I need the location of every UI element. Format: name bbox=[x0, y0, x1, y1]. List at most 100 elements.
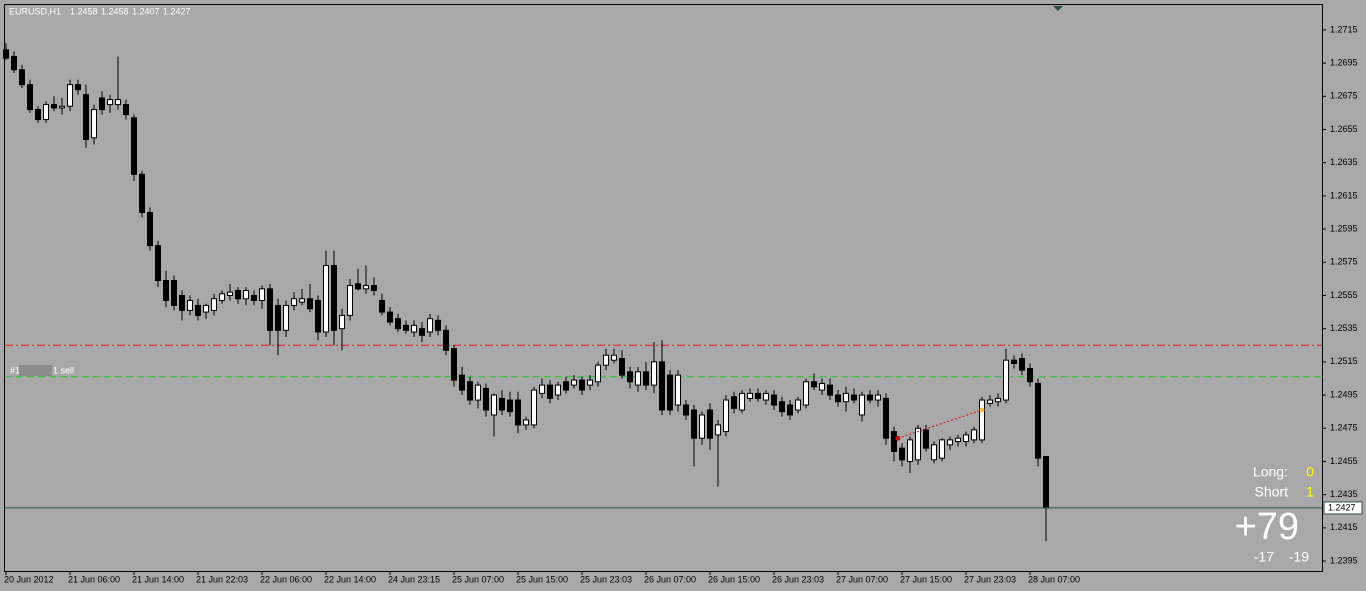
candle-body bbox=[635, 371, 641, 386]
candle-body bbox=[603, 354, 609, 366]
short-value: 1 bbox=[1306, 484, 1314, 500]
y-tick-label: 1.2595 bbox=[1330, 223, 1358, 233]
candle-body bbox=[115, 99, 121, 106]
candle-body bbox=[147, 211, 153, 247]
redaction bbox=[19, 365, 52, 376]
candle-body bbox=[267, 288, 273, 331]
candle-body bbox=[27, 84, 33, 111]
candle-body bbox=[211, 298, 217, 311]
candle-body bbox=[75, 84, 81, 91]
candle-body bbox=[435, 319, 441, 331]
candle-body bbox=[491, 394, 497, 416]
symbol-label: EURUSD,H1 bbox=[9, 6, 61, 16]
candle-body bbox=[803, 381, 809, 406]
candle-body bbox=[651, 361, 657, 386]
y-tick-label: 1.2555 bbox=[1330, 290, 1358, 300]
candle-body bbox=[155, 245, 161, 282]
candle-body bbox=[987, 399, 993, 404]
candle-body bbox=[907, 439, 913, 462]
candle-body bbox=[939, 439, 945, 459]
candle-body bbox=[811, 381, 817, 388]
candle-body bbox=[1035, 382, 1041, 459]
candle-body bbox=[619, 358, 625, 376]
candle-body bbox=[715, 424, 721, 436]
candle-body bbox=[339, 314, 345, 330]
candle-body bbox=[763, 392, 769, 401]
x-tick-label: 22 Jun 14:00 bbox=[324, 574, 376, 584]
candle-body bbox=[675, 374, 681, 406]
header-low: 1.2407 bbox=[132, 6, 160, 16]
candle-body bbox=[387, 311, 393, 323]
candle-body bbox=[427, 318, 433, 333]
candle-body bbox=[179, 294, 185, 311]
y-tick-label: 1.2435 bbox=[1330, 489, 1358, 499]
candle-body bbox=[875, 394, 881, 401]
header-high: 1.2458 bbox=[101, 6, 129, 16]
candle-body bbox=[515, 399, 521, 426]
order-label-prefix: #1 bbox=[10, 365, 20, 375]
y-tick-label: 1.2455 bbox=[1330, 456, 1358, 466]
candle-body bbox=[643, 371, 649, 386]
candle-body bbox=[251, 294, 257, 301]
candle-body bbox=[595, 364, 601, 383]
x-tick-label: 21 Jun 22:03 bbox=[196, 574, 248, 584]
x-tick-label: 21 Jun 06:00 bbox=[68, 574, 120, 584]
candle-body bbox=[187, 299, 193, 311]
candle-body bbox=[1019, 358, 1025, 371]
candle-body bbox=[483, 387, 489, 411]
candle-body bbox=[683, 404, 689, 416]
order-label-suffix: 1 sell bbox=[53, 365, 74, 375]
candle-body bbox=[283, 304, 289, 331]
long-value: 0 bbox=[1306, 464, 1314, 480]
candle-body bbox=[539, 384, 545, 394]
candle-body bbox=[827, 384, 833, 396]
candle-body bbox=[35, 109, 41, 121]
candle-body bbox=[507, 399, 513, 413]
candle-body bbox=[555, 384, 561, 396]
y-tick-label: 1.2535 bbox=[1330, 323, 1358, 333]
y-tick-label: 1.2615 bbox=[1330, 190, 1358, 200]
trade-line bbox=[897, 409, 983, 439]
candle-body bbox=[275, 304, 281, 331]
x-tick-label: 24 Jun 23:15 bbox=[388, 574, 440, 584]
candle-body bbox=[235, 289, 241, 300]
y-tick-label: 1.2495 bbox=[1330, 389, 1358, 399]
candle-body bbox=[755, 392, 761, 399]
candle-body bbox=[131, 117, 137, 175]
candle-body bbox=[355, 283, 361, 290]
price-tag-label: 1.2427 bbox=[1328, 502, 1356, 512]
candle-body bbox=[579, 379, 585, 391]
right-value: -19 bbox=[1289, 549, 1309, 565]
candle-body bbox=[771, 394, 777, 406]
candle-body bbox=[731, 396, 737, 409]
candle-body bbox=[59, 105, 65, 109]
candle-body bbox=[403, 324, 409, 331]
x-tick-label: 26 Jun 23:03 bbox=[772, 574, 824, 584]
y-tick-label: 1.2395 bbox=[1330, 555, 1358, 565]
candle-body bbox=[203, 304, 209, 313]
candle-body bbox=[843, 392, 849, 403]
candle-body bbox=[571, 379, 577, 386]
y-tick-label: 1.2575 bbox=[1330, 257, 1358, 267]
candle-body bbox=[195, 304, 201, 316]
candle-body bbox=[563, 381, 569, 391]
candle-body bbox=[947, 439, 953, 446]
candle-body bbox=[955, 437, 961, 443]
candle-body bbox=[851, 394, 857, 401]
candle-body bbox=[659, 361, 665, 411]
candle-body bbox=[67, 84, 73, 107]
candle-body bbox=[699, 414, 705, 439]
candle-body bbox=[411, 324, 417, 333]
x-tick-label: 20 Jun 2012 bbox=[4, 574, 54, 584]
candle-body bbox=[51, 104, 57, 109]
candle-body bbox=[667, 374, 673, 411]
candle-body bbox=[915, 427, 921, 461]
candle-body bbox=[443, 329, 449, 351]
candle-body bbox=[923, 429, 929, 449]
candle-body bbox=[995, 397, 1001, 403]
candle-body bbox=[899, 447, 905, 461]
candle-body bbox=[171, 280, 177, 306]
candle-body bbox=[883, 397, 889, 439]
candle-body bbox=[379, 299, 385, 313]
x-tick-label: 27 Jun 15:00 bbox=[900, 574, 952, 584]
